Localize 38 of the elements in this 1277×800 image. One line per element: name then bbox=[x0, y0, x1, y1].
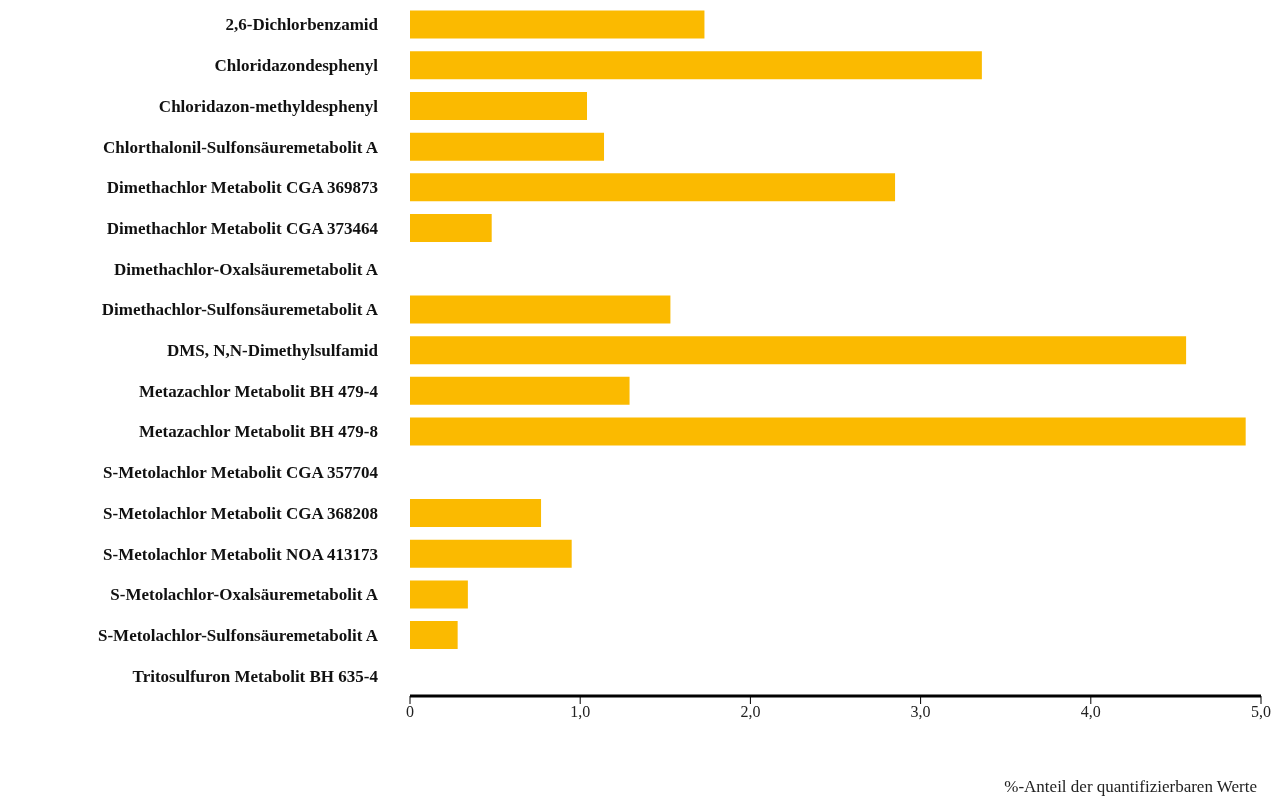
bar bbox=[410, 376, 630, 405]
y-tick-label: Chloridazondesphenyl bbox=[214, 56, 379, 76]
y-tick-label: S-Metolachlor-Sulfonsäuremetabolit A bbox=[97, 625, 379, 645]
x-axis-title: %-Anteil der quantifizierbaren Werte bbox=[1004, 777, 1257, 796]
y-tick-label: Metazachlor Metabolit BH 479-8 bbox=[138, 422, 378, 442]
y-tick-label: Dimethachlor Metabolit CGA 373464 bbox=[106, 218, 379, 238]
bar bbox=[410, 498, 542, 527]
bar bbox=[410, 580, 468, 609]
y-tick-label: Metazachlor Metabolit BH 479-4 bbox=[138, 381, 379, 401]
y-tick-label: Dimethachlor-Sulfonsäuremetabolit A bbox=[101, 300, 379, 320]
y-tick-label: S-Metolachlor Metabolit CGA 357704 bbox=[103, 463, 379, 483]
y-tick-label: Chloridazon-methyldesphenyl bbox=[158, 96, 379, 116]
bar bbox=[410, 417, 1246, 446]
y-tick-label: Tritosulfuron Metabolit BH 635-4 bbox=[132, 666, 379, 686]
bar bbox=[410, 621, 458, 650]
bar bbox=[410, 336, 1187, 365]
bar bbox=[410, 132, 605, 161]
y-tick-label: S-Metolachlor Metabolit NOA 413173 bbox=[103, 544, 378, 564]
y-tick-label: DMS, N,N-Dimethylsulfamid bbox=[166, 341, 379, 361]
x-tick-label: 1,0 bbox=[570, 703, 591, 721]
bar bbox=[410, 539, 572, 568]
bar bbox=[410, 295, 671, 324]
y-tick-label: Dimethachlor Metabolit CGA 369873 bbox=[106, 178, 378, 198]
x-tick-label: 0 bbox=[406, 703, 414, 721]
y-tick-label: S-Metolachlor Metabolit CGA 368208 bbox=[103, 503, 378, 523]
bar bbox=[410, 214, 492, 243]
x-tick-label: 3,0 bbox=[910, 703, 931, 721]
y-tick-label: 2,6-Dichlorbenzamid bbox=[225, 15, 379, 35]
bar bbox=[410, 91, 588, 120]
bar bbox=[410, 10, 705, 39]
y-tick-label: Chlorthalonil-Sulfonsäuremetabolit A bbox=[102, 137, 379, 157]
y-tick-label: S-Metolachlor-Oxalsäuremetabolit A bbox=[110, 585, 379, 605]
x-tick-label: 5,0 bbox=[1251, 703, 1271, 721]
bar bbox=[410, 51, 982, 80]
y-tick-label: Dimethachlor-Oxalsäuremetabolit A bbox=[114, 259, 379, 279]
bar bbox=[410, 173, 896, 202]
x-tick-label: 2,0 bbox=[740, 703, 761, 721]
x-tick-label: 4,0 bbox=[1080, 703, 1101, 721]
